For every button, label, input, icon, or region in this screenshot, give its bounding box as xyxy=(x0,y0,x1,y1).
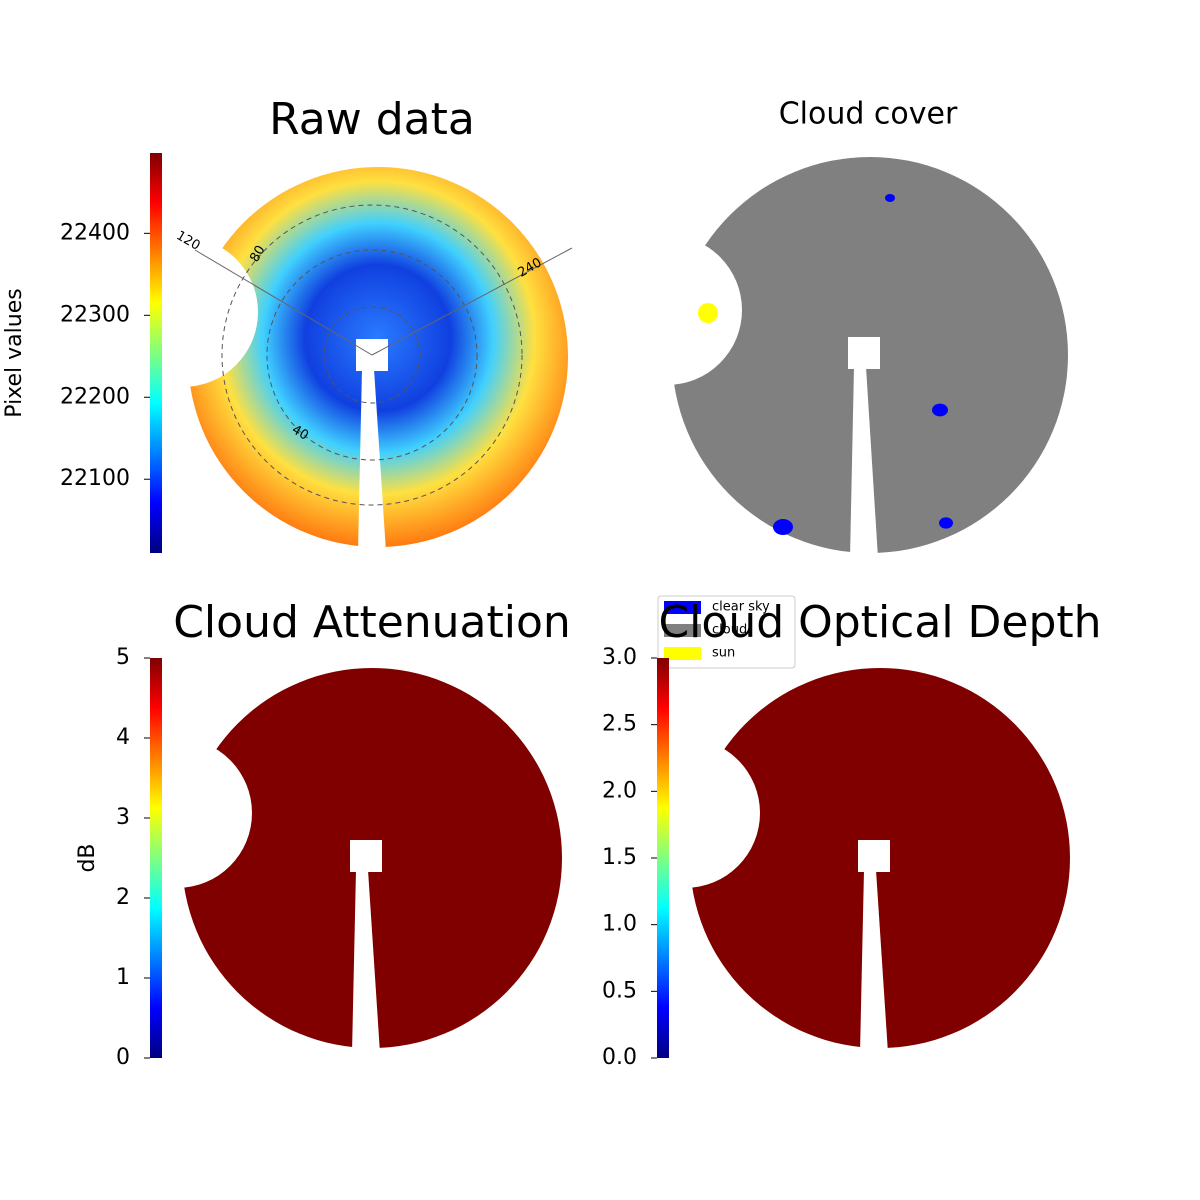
colorbar-tick-label: 0.0 xyxy=(602,1045,637,1070)
colorbar-tick-label: 22200 xyxy=(60,384,130,409)
colorbar-tick-label: 22400 xyxy=(60,220,130,245)
colorbar-tick-label: 1.5 xyxy=(602,845,637,870)
colorbar-tick-label: 3.0 xyxy=(602,645,637,670)
colorbar-tick-label: 22100 xyxy=(60,466,130,491)
polar-ring xyxy=(221,204,523,506)
colorbar-tick-label: 0 xyxy=(116,1045,130,1070)
colorbar xyxy=(150,153,162,553)
colorbar-tick-label: 22300 xyxy=(60,302,130,327)
polar-ring xyxy=(323,306,421,404)
legend-swatch xyxy=(664,601,701,614)
colorbar-tick-label: 5 xyxy=(116,645,130,670)
legend-swatch xyxy=(664,647,701,660)
polar-axis xyxy=(371,247,573,356)
colorbar-tick-label: 1.0 xyxy=(602,912,637,937)
polar-ring xyxy=(266,249,478,461)
sky-image xyxy=(690,668,1070,1048)
polar-label: 80 xyxy=(247,243,268,265)
panel-title: Cloud Optical Depth xyxy=(658,597,1101,648)
sun xyxy=(698,303,718,323)
legend-label: cloud xyxy=(712,623,747,638)
colorbar-label: Pixel values xyxy=(2,288,27,417)
colorbar-tick-label: 2.0 xyxy=(602,778,637,803)
colorbar-tick-label: 3 xyxy=(116,805,130,830)
colorbar-tick-label: 2 xyxy=(116,885,130,910)
polar-label: 40 xyxy=(289,422,311,443)
polar-axis xyxy=(194,249,373,356)
panel-title: Raw data xyxy=(269,94,475,145)
colorbar-label: dB xyxy=(75,843,100,872)
sky-image xyxy=(188,167,568,547)
sky-image xyxy=(672,157,1068,553)
clear-patch xyxy=(885,194,895,202)
colorbar-tick-label: 0.5 xyxy=(602,978,637,1003)
colorbar xyxy=(150,658,162,1058)
colorbar-tick-label: 1 xyxy=(116,965,130,990)
clear-patch xyxy=(773,519,793,535)
clear-patch xyxy=(932,403,948,417)
colorbar-tick-label: 4 xyxy=(116,725,130,750)
colorbar xyxy=(657,658,669,1058)
sky-image xyxy=(182,668,562,1048)
legend-swatch xyxy=(664,624,701,637)
panel-title: Cloud cover xyxy=(779,97,958,132)
clear-patch xyxy=(939,517,953,529)
legend-label: sun xyxy=(712,646,735,661)
colorbar-tick-label: 2.5 xyxy=(602,712,637,737)
legend-label: clear sky xyxy=(712,600,770,615)
panel-title: Cloud Attenuation xyxy=(173,597,571,648)
